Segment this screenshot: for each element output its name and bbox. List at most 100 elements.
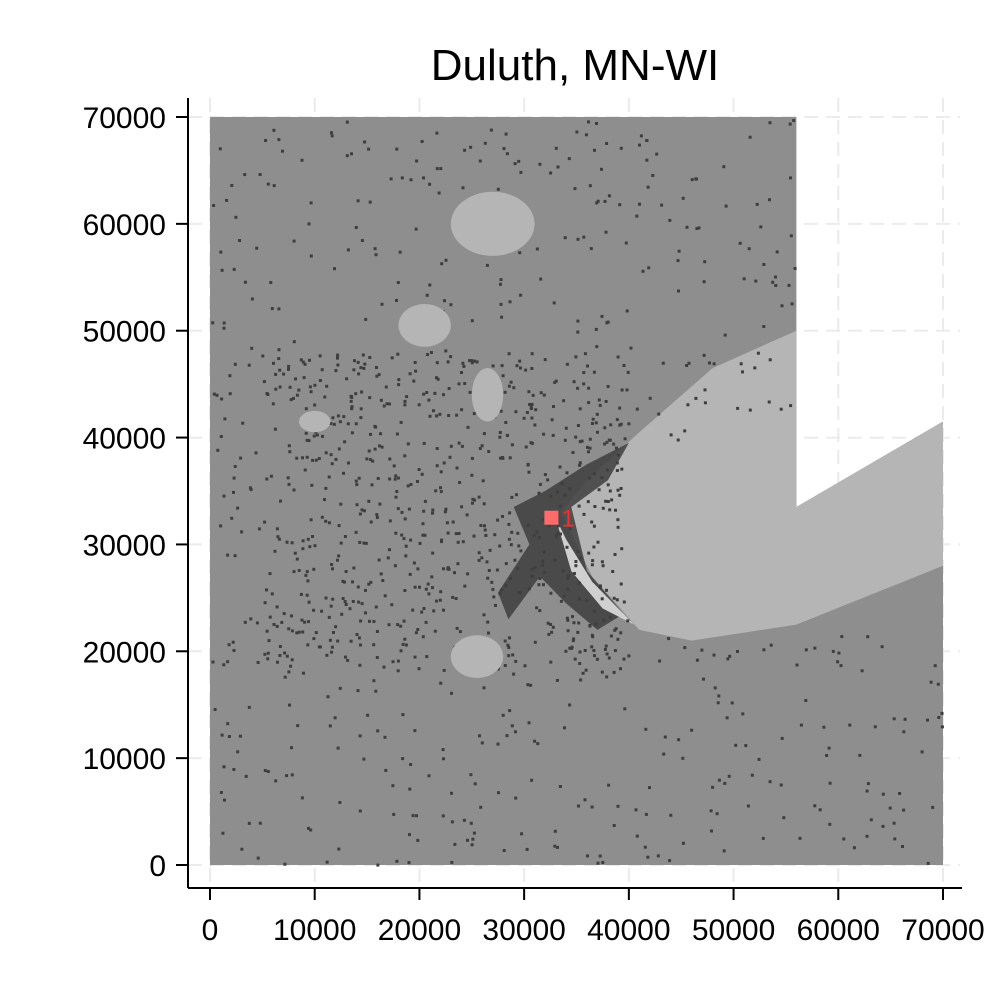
developed-pixel xyxy=(287,444,291,448)
developed-pixel xyxy=(379,572,383,576)
developed-pixel xyxy=(727,774,731,778)
developed-pixel xyxy=(255,621,259,625)
developed-pixel xyxy=(428,182,432,186)
developed-pixel xyxy=(538,482,542,486)
developed-pixel xyxy=(576,424,580,427)
developed-pixel xyxy=(641,269,645,273)
developed-pixel xyxy=(508,456,512,460)
developed-pixel xyxy=(615,598,619,602)
developed-pixel xyxy=(287,367,290,371)
developed-pixel xyxy=(702,677,705,681)
developed-pixel xyxy=(757,757,761,761)
developed-pixel xyxy=(768,358,772,362)
developed-pixel xyxy=(479,524,483,527)
developed-pixel xyxy=(394,531,398,535)
developed-pixel xyxy=(350,431,354,435)
developed-pixel xyxy=(439,486,442,490)
developed-pixel xyxy=(603,199,607,203)
developed-pixel xyxy=(359,416,363,420)
developed-pixel xyxy=(292,488,296,492)
developed-pixel xyxy=(767,400,771,404)
developed-pixel xyxy=(500,588,504,592)
developed-pixel xyxy=(568,703,572,707)
developed-pixel xyxy=(574,564,578,568)
developed-pixel xyxy=(549,623,553,626)
developed-pixel xyxy=(228,374,232,378)
developed-pixel xyxy=(510,495,514,499)
developed-pixel xyxy=(600,167,603,171)
developed-pixel xyxy=(263,769,267,772)
developed-pixel xyxy=(362,509,366,513)
developed-pixel xyxy=(526,463,530,467)
developed-pixel xyxy=(336,353,340,357)
developed-pixel xyxy=(730,701,734,705)
developed-pixel xyxy=(517,159,521,163)
developed-pixel xyxy=(761,836,765,840)
developed-pixel xyxy=(222,663,226,667)
developed-pixel xyxy=(616,355,620,359)
developed-pixel xyxy=(277,348,281,352)
developed-pixel xyxy=(586,854,589,858)
developed-pixel xyxy=(422,392,426,396)
developed-pixel xyxy=(232,476,236,480)
developed-pixel xyxy=(804,699,808,702)
developed-pixel xyxy=(549,591,553,595)
developed-pixel xyxy=(842,837,846,841)
developed-pixel xyxy=(505,734,509,738)
developed-pixel xyxy=(216,448,220,452)
developed-pixel xyxy=(309,201,313,205)
developed-pixel xyxy=(384,768,388,772)
developed-pixel xyxy=(598,403,602,407)
developed-pixel xyxy=(519,366,522,370)
developed-pixel xyxy=(607,656,611,660)
developed-pixel xyxy=(428,414,432,418)
developed-pixel xyxy=(482,613,486,617)
developed-pixel xyxy=(409,178,413,182)
developed-pixel xyxy=(313,383,317,387)
developed-pixel xyxy=(371,459,375,463)
developed-pixel xyxy=(396,352,400,356)
developed-pixel xyxy=(754,279,758,283)
developed-pixel xyxy=(602,618,606,622)
lake-superior xyxy=(560,330,943,641)
developed-pixel xyxy=(442,567,445,571)
developed-pixel xyxy=(605,652,609,656)
developed-pixel xyxy=(249,617,253,621)
developed-pixel xyxy=(478,734,481,738)
developed-pixel xyxy=(364,611,367,615)
developed-pixel xyxy=(453,571,456,575)
developed-pixel xyxy=(263,520,267,524)
developed-pixel xyxy=(629,346,633,350)
developed-pixel xyxy=(312,434,316,438)
developed-pixel xyxy=(475,360,479,364)
developed-pixel xyxy=(506,433,509,437)
developed-pixel xyxy=(270,592,274,596)
developed-pixel xyxy=(413,585,417,589)
developed-pixel xyxy=(645,139,649,142)
developed-pixel xyxy=(449,444,453,448)
developed-pixel xyxy=(470,361,474,365)
developed-pixel xyxy=(435,599,438,603)
developed-pixel xyxy=(294,377,297,381)
developed-pixel xyxy=(471,497,475,501)
developed-pixel xyxy=(225,198,229,202)
developed-pixel xyxy=(358,540,362,544)
developed-pixel xyxy=(736,406,740,410)
developed-pixel xyxy=(221,831,225,835)
developed-pixel xyxy=(422,509,426,513)
developed-pixel xyxy=(865,789,869,793)
developed-pixel xyxy=(530,778,534,782)
developed-pixel xyxy=(508,709,512,713)
developed-pixel xyxy=(394,474,398,478)
developed-pixel xyxy=(307,826,310,830)
developed-pixel xyxy=(404,544,408,548)
inland-water-blob xyxy=(450,191,535,256)
developed-pixel xyxy=(337,847,341,851)
developed-pixel xyxy=(399,420,403,424)
developed-pixel xyxy=(762,263,766,266)
developed-pixel xyxy=(572,637,576,641)
developed-pixel xyxy=(526,683,530,687)
developed-pixel xyxy=(549,171,553,175)
developed-pixel xyxy=(616,804,620,808)
developed-pixel xyxy=(499,409,503,413)
